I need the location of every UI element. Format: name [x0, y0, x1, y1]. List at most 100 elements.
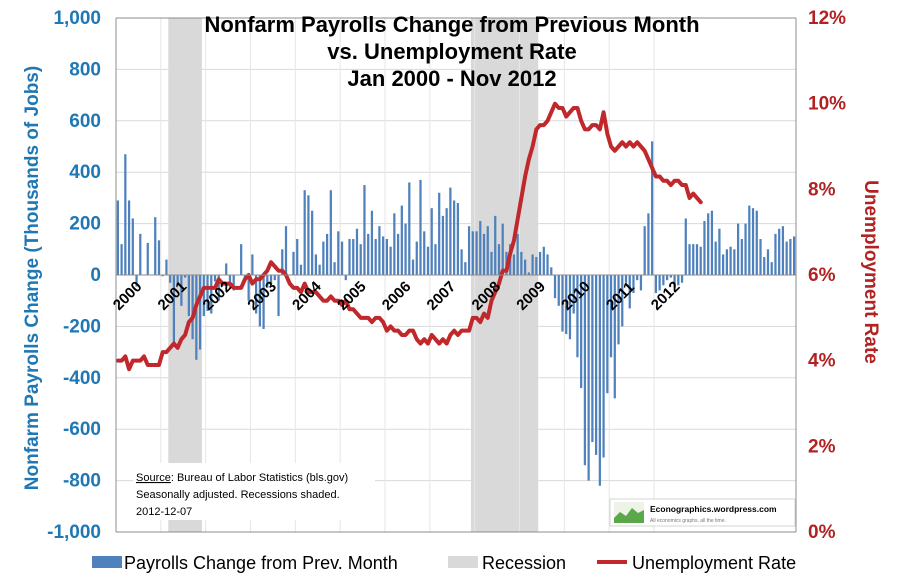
- payroll-bar: [490, 251, 493, 275]
- left-tick-label: -200: [63, 316, 101, 337]
- payroll-bar: [673, 275, 676, 288]
- payroll-bar: [714, 241, 717, 275]
- payroll-bar: [628, 275, 631, 309]
- left-tick-label: 200: [69, 214, 101, 235]
- right-axis-label: Unemployment Rate: [860, 180, 881, 364]
- payroll-bar: [348, 239, 351, 275]
- payroll-bar: [202, 275, 205, 317]
- payroll-bar: [740, 239, 743, 275]
- payroll-bar: [146, 242, 149, 276]
- payroll-bar: [580, 275, 583, 389]
- payrolls-bar-series: [116, 141, 796, 486]
- left-tick-label: -1,000: [47, 522, 101, 543]
- payroll-bar: [322, 241, 325, 275]
- payroll-bar: [460, 249, 463, 275]
- watermark-subtext: All economics graphs, all the time.: [650, 518, 726, 524]
- payroll-bar: [520, 251, 523, 275]
- left-tick-label: 1,000: [53, 8, 101, 29]
- payroll-bar: [449, 187, 452, 275]
- payroll-bar: [228, 275, 232, 288]
- payroll-bar: [277, 275, 280, 317]
- payroll-bar: [774, 233, 777, 275]
- legend-swatch-recession: [448, 556, 478, 568]
- payroll-bar: [617, 275, 620, 345]
- payroll-bar: [475, 231, 478, 275]
- payroll-bar: [722, 254, 725, 275]
- payroll-bar: [613, 275, 616, 399]
- payroll-bar: [438, 192, 441, 275]
- payroll-bar: [755, 210, 758, 275]
- legend-label-payrolls: Payrolls Change from Prev. Month: [124, 553, 398, 573]
- payroll-bar: [198, 275, 202, 350]
- payroll-bar: [572, 275, 575, 314]
- payroll-bar: [651, 141, 654, 275]
- payroll-bar: [695, 244, 699, 275]
- legend-label-recession: Recession: [482, 553, 566, 573]
- payroll-bar: [725, 249, 728, 275]
- payroll-bar: [299, 264, 303, 275]
- payroll-bar: [419, 179, 422, 275]
- payroll-bar: [699, 246, 702, 275]
- payroll-bar: [546, 254, 549, 275]
- payroll-bar: [340, 241, 344, 275]
- left-tick-label: 600: [69, 111, 101, 132]
- payroll-bar: [314, 254, 318, 275]
- payroll-bar: [116, 200, 119, 275]
- source-rest: : Bureau of Labor Statistics (bls.gov): [171, 472, 348, 484]
- payroll-bar: [430, 208, 433, 275]
- payroll-bar: [367, 233, 370, 275]
- payroll-bar: [464, 262, 467, 275]
- legend-label-unemployment: Unemployment Rate: [632, 553, 796, 573]
- payroll-bar: [187, 275, 190, 317]
- payroll-bar: [707, 213, 710, 275]
- payroll-bar: [303, 190, 306, 275]
- payroll-bar: [266, 275, 269, 288]
- right-tick-label: 6%: [808, 265, 836, 286]
- payroll-bar: [258, 275, 261, 327]
- payroll-bar: [139, 233, 142, 275]
- payroll-bar: [654, 275, 658, 293]
- payroll-bar: [273, 275, 276, 281]
- payroll-bar: [426, 246, 430, 275]
- right-tick-label: 2%: [808, 436, 836, 457]
- payroll-bar: [501, 223, 504, 275]
- payroll-bar: [445, 208, 448, 275]
- payroll-bar: [643, 226, 646, 275]
- payroll-bar: [703, 221, 706, 275]
- payroll-bar: [120, 244, 123, 275]
- payroll-bar: [718, 228, 721, 275]
- payroll-bar: [333, 262, 336, 275]
- payroll-bar: [318, 264, 321, 275]
- payroll-bar: [658, 275, 661, 291]
- payroll-bar: [441, 215, 445, 275]
- payroll-bar: [751, 208, 755, 275]
- payroll-bar: [553, 275, 557, 299]
- right-tick-label: 10%: [808, 94, 846, 115]
- payroll-bar: [789, 239, 792, 275]
- payroll-bar: [172, 275, 176, 347]
- payroll-bar: [191, 275, 194, 340]
- payroll-bar: [195, 275, 198, 360]
- payroll-bar: [434, 244, 437, 275]
- payroll-bar: [337, 231, 340, 275]
- payroll-bar: [389, 246, 392, 275]
- right-tick-label: 4%: [808, 351, 836, 372]
- payroll-bar: [669, 275, 672, 278]
- payroll-bar: [568, 275, 572, 340]
- payroll-bar: [408, 182, 411, 275]
- source-date: 2012-12-07: [136, 506, 192, 518]
- payroll-bar: [311, 210, 314, 275]
- payroll-bar: [609, 275, 613, 358]
- payroll-bar: [729, 246, 732, 275]
- payroll-bar: [400, 205, 403, 275]
- left-tick-label: 0: [90, 265, 101, 286]
- payroll-bar: [284, 226, 288, 275]
- left-tick-label: -800: [63, 471, 101, 492]
- payroll-bar: [524, 259, 527, 275]
- source-line-1: Source: Bureau of Labor Statistics (bls.…: [136, 472, 348, 484]
- payroll-bar: [688, 244, 691, 275]
- payroll-bar: [251, 254, 254, 275]
- payroll-bar: [766, 249, 770, 275]
- payroll-bar: [232, 275, 235, 291]
- payroll-bar: [453, 200, 456, 275]
